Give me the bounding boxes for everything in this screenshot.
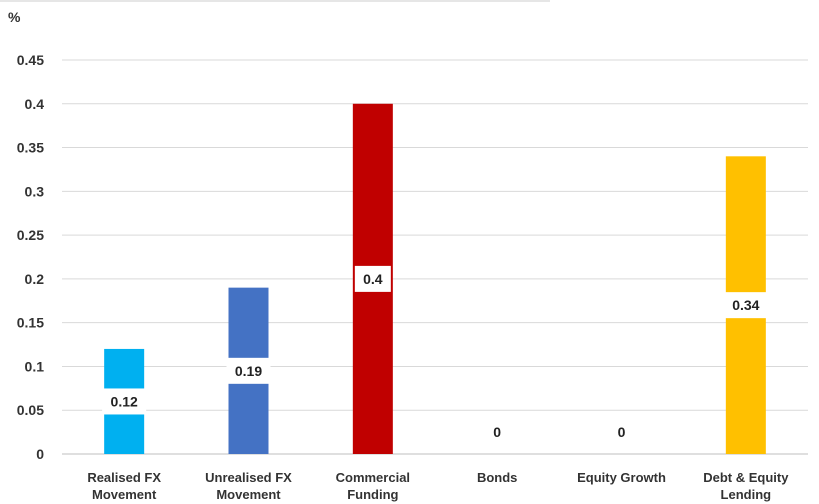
x-category-label: Realised FX (87, 470, 161, 485)
y-tick-label: 0.15 (17, 315, 44, 331)
y-tick-label: 0.45 (17, 52, 44, 68)
x-category-label: Debt & Equity (703, 470, 789, 485)
y-tick-label: 0.3 (25, 183, 45, 199)
y-tick-label: 0.2 (25, 271, 45, 287)
data-label-box (226, 357, 271, 384)
y-tick-label: 0.05 (17, 402, 44, 418)
data-label: 0 (493, 424, 501, 440)
data-label-box (102, 388, 147, 415)
x-category-label: Commercial (336, 470, 410, 485)
y-tick-label: 0.1 (25, 358, 45, 374)
y-tick-label: 0.25 (17, 227, 44, 243)
x-category-label: Movement (92, 487, 157, 502)
x-category-label: Lending (721, 487, 772, 502)
data-label: 0.34 (732, 297, 759, 313)
y-tick-label: 0.4 (25, 96, 45, 112)
x-category-label: Equity Growth (577, 470, 666, 485)
y-tick-label: 0.35 (17, 140, 44, 156)
data-label: 0.4 (363, 271, 383, 287)
x-category-label: Bonds (477, 470, 517, 485)
data-label-box (354, 265, 391, 292)
y-axis-ticks: 0 0.05 0.1 0.15 0.2 0.25 0.3 0.35 0.4 0.45 (17, 52, 44, 462)
data-label: 0.19 (235, 363, 262, 379)
x-axis-categories: Realised FX Movement Unrealised FX Movement… (87, 470, 789, 502)
x-category-label: Funding (347, 487, 398, 502)
data-labels: 0.12 0.19 0.4 0 0 0.34 (102, 265, 768, 440)
data-label: 0.12 (111, 393, 138, 409)
data-label-box (723, 292, 768, 319)
data-label: 0 (618, 424, 626, 440)
x-category-label: Unrealised FX (205, 470, 292, 485)
gridlines (62, 59, 808, 455)
x-category-label: Movement (216, 487, 281, 502)
y-tick-label: 0 (36, 446, 44, 462)
y-axis-unit-label: % (8, 9, 21, 25)
